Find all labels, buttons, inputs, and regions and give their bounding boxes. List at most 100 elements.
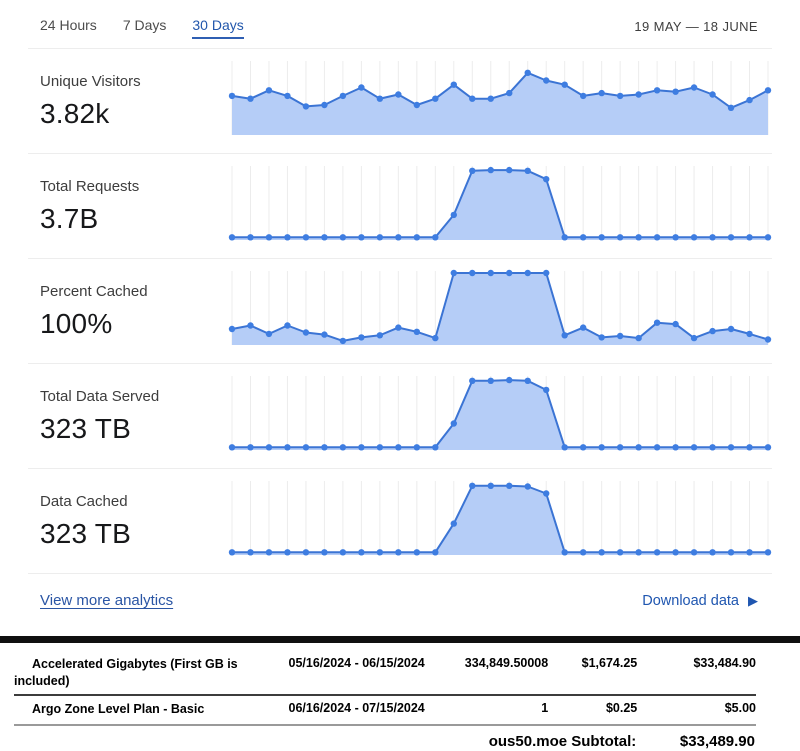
area-chart-svg [228,269,772,345]
data-point [598,234,605,241]
data-point [450,81,457,88]
line-item-quantity: 1 [444,695,549,726]
data-point [524,69,531,76]
metric-info: Total Data Served 323 TB [28,388,228,445]
data-point [376,444,384,451]
data-point [653,87,661,94]
data-point [450,520,457,527]
data-point [672,234,679,241]
billing-row-argo-zone-plan: Argo Zone Level Plan - Basic 06/16/2024 … [14,695,756,726]
data-point [265,549,273,556]
data-point [764,444,772,451]
data-point [690,84,698,91]
data-point [302,329,310,336]
data-point [561,332,568,339]
tab-24-hours[interactable]: 24 Hours [40,17,97,33]
data-point [579,549,587,556]
tab-30-days[interactable]: 30 Days [192,17,244,39]
data-point [561,444,568,451]
section-divider-bar [0,636,800,643]
sparkline-unique-visitors [228,59,772,143]
data-point [228,325,236,333]
metric-label: Unique Visitors [40,72,141,90]
data-point [284,444,291,451]
data-point [228,549,236,556]
data-point [543,490,550,497]
data-point [709,234,716,241]
data-point [653,444,661,451]
data-point [727,325,735,333]
data-point [579,444,587,451]
data-point [746,96,753,104]
data-point [690,334,698,342]
metric-info: Total Requests 3.7B [28,178,228,235]
analytics-header: 24 Hours 7 Days 30 Days 19 MAY — 18 JUNE [0,0,800,48]
data-point [709,444,716,451]
data-point [358,444,365,451]
metric-label: Total Data Served [40,387,160,405]
subtotal-label: ous50.moe Subtotal: [488,732,637,750]
line-item-unit-price: $0.25 [548,695,638,726]
metric-value: 3.7B [40,202,99,234]
area-chart-svg [228,166,772,241]
data-point [709,549,716,556]
line-item-amount: $5.00 [637,695,756,726]
tab-7-days[interactable]: 7 Days [122,17,167,33]
metric-info: Unique Visitors 3.82k [28,73,228,130]
data-point [598,89,605,97]
area-chart-svg [228,481,772,556]
data-point [413,444,421,451]
download-data-button[interactable]: Download data ▶ [642,593,758,609]
data-point [635,549,642,556]
data-point [543,176,550,183]
data-point [395,549,402,556]
data-point [727,234,735,241]
data-point [764,336,772,343]
data-point [247,444,254,451]
metric-label: Total Requests [40,177,140,195]
data-point [524,167,531,174]
data-point [395,444,402,451]
data-point [339,444,347,451]
data-point [746,330,753,338]
data-point [487,269,494,277]
line-item-period: 05/16/2024 - 06/15/2024 [288,649,445,696]
sparkline-percent-cached [228,269,772,353]
data-point [469,95,476,102]
metric-panel-percent-cached: Percent Cached 100% [28,258,772,363]
data-point [506,482,513,489]
data-point [709,91,716,98]
data-point [302,444,310,451]
data-point [413,549,421,556]
data-point [358,549,365,556]
data-point [506,89,513,97]
data-point [339,337,347,345]
sparkline-total-requests [228,164,772,248]
data-point [247,322,254,329]
time-range-tabs: 24 Hours 7 Days 30 Days [40,17,244,39]
data-point [487,95,494,102]
data-point [265,234,273,241]
data-point [395,324,402,331]
data-point [395,234,402,241]
data-point [506,269,513,277]
data-point [727,104,735,111]
data-point [228,444,236,451]
data-point [672,549,679,556]
data-point [543,386,550,394]
data-point [543,269,550,277]
data-point [413,328,421,335]
view-more-analytics-link[interactable]: View more analytics [40,592,174,609]
data-point [616,549,624,556]
line-item-amount: $33,484.90 [637,649,756,696]
metric-panel-data-cached: Data Cached 323 TB [28,468,772,573]
data-point [616,234,624,241]
data-point [265,87,273,94]
download-data-label: Download data [642,592,739,609]
data-point [358,234,365,241]
data-point [635,91,642,98]
metric-panel-total-requests: Total Requests 3.7B [28,153,772,258]
data-point [635,444,642,451]
data-point [727,444,735,451]
metric-value: 323 TB [40,517,131,549]
